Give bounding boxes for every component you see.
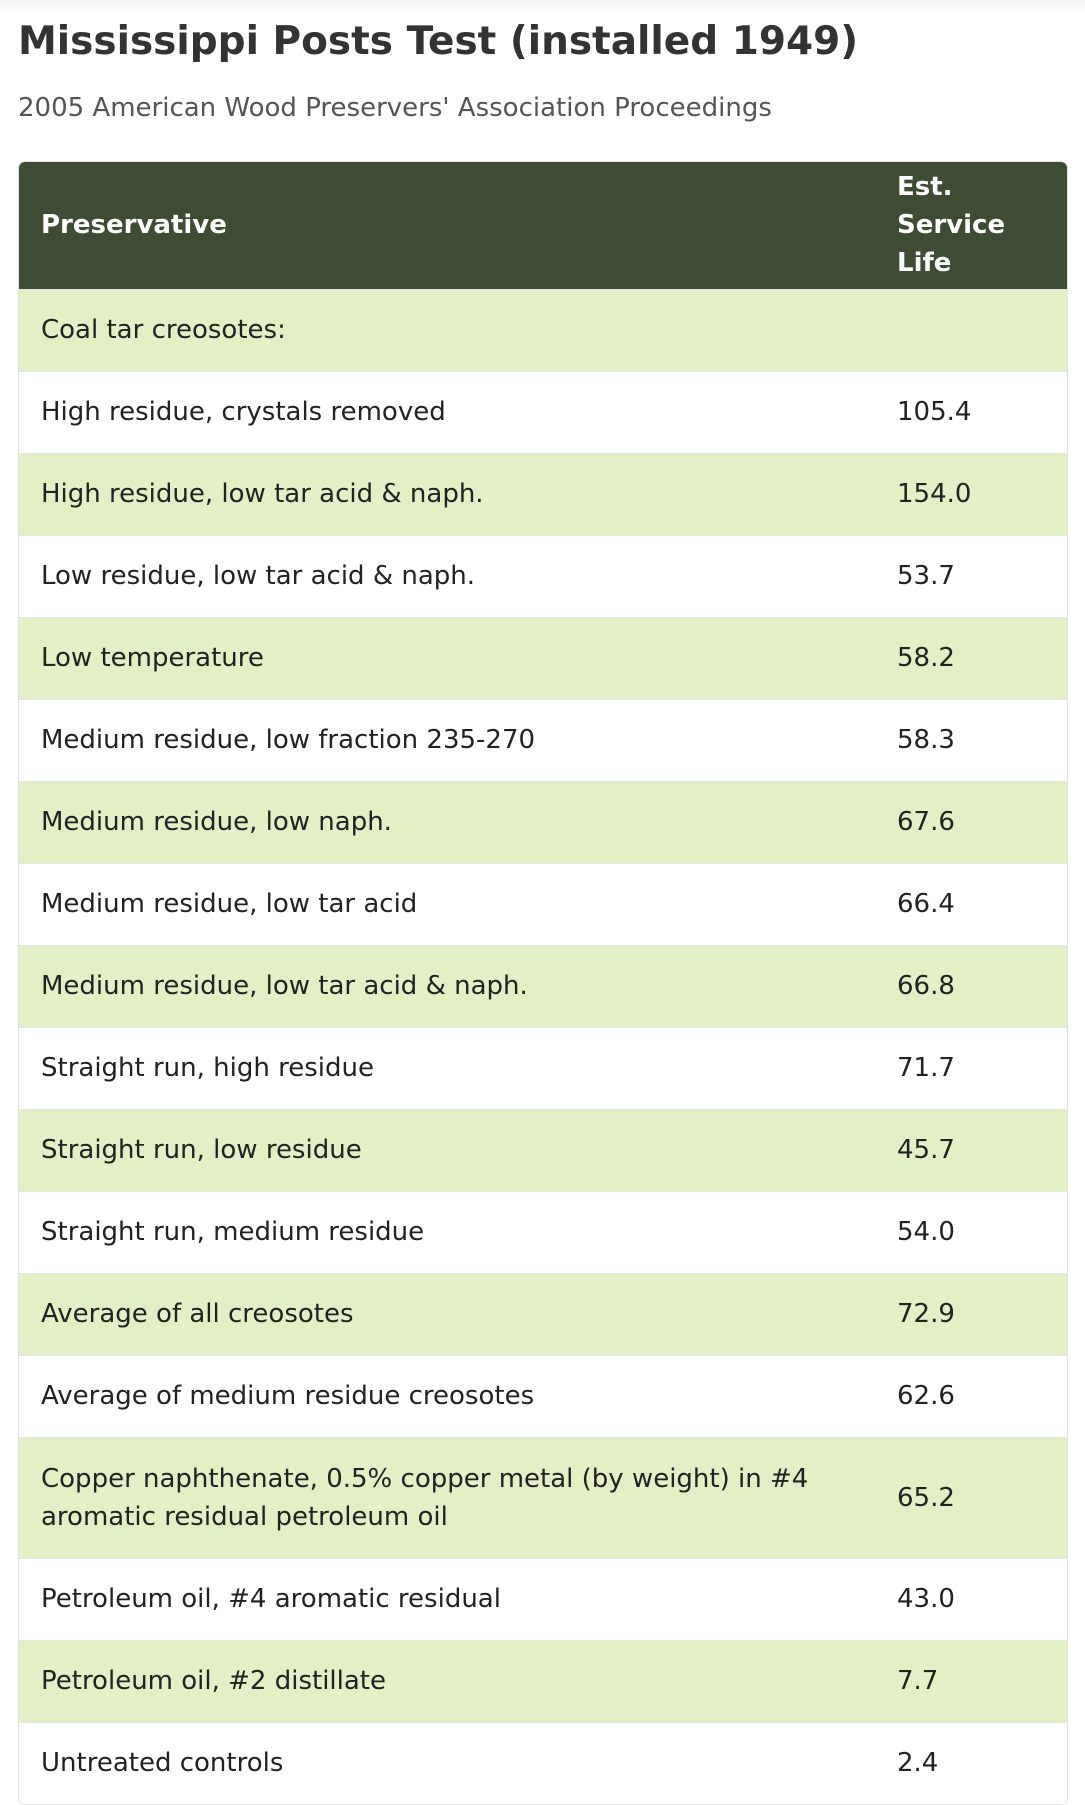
table-row: Average of all creosotes 72.9 — [19, 1272, 1067, 1355]
table-row: Medium residue, low fraction 235-270 58.3 — [19, 698, 1067, 781]
table-row: Straight run, medium residue 54.0 — [19, 1190, 1067, 1273]
preservative-cell: Medium residue, low naph. — [19, 780, 879, 863]
preservative-cell: Average of medium residue creosotes — [19, 1354, 879, 1437]
service-life-cell: 58.2 — [879, 616, 1067, 699]
table-row: Coal tar creosotes: — [19, 288, 1067, 371]
service-life-cell: 43.0 — [879, 1557, 1067, 1640]
preservative-cell: Medium residue, low fraction 235-270 — [19, 698, 879, 781]
column-header-service-life: Est. Service Life — [879, 162, 1067, 289]
service-life-cell: 53.7 — [879, 534, 1067, 617]
table-body: Coal tar creosotes: High residue, crystal… — [19, 288, 1067, 1804]
table-row: Straight run, high residue 71.7 — [19, 1026, 1067, 1109]
service-life-cell: 62.6 — [879, 1354, 1067, 1437]
preservative-cell: Straight run, low residue — [19, 1108, 879, 1191]
preservative-cell: Straight run, high residue — [19, 1026, 879, 1109]
service-life-cell: 66.4 — [879, 862, 1067, 945]
table-header: Preservative Est. Service Life — [19, 162, 1067, 289]
table-row: Copper naphthenate, 0.5% copper metal (b… — [19, 1436, 1067, 1558]
preservative-cell: Low residue, low tar acid & naph. — [19, 534, 879, 617]
service-life-cell: 66.8 — [879, 944, 1067, 1027]
service-life-cell — [879, 288, 1067, 371]
table-row: Medium residue, low tar acid 66.4 — [19, 862, 1067, 945]
service-life-cell: 7.7 — [879, 1639, 1067, 1722]
top-shadow-bar — [0, 0, 1085, 14]
service-life-cell: 154.0 — [879, 452, 1067, 535]
column-header-preservative: Preservative — [19, 162, 879, 289]
table-row: Average of medium residue creosotes 62.6 — [19, 1354, 1067, 1437]
table-row: Untreated controls 2.4 — [19, 1721, 1067, 1804]
table-row: Straight run, low residue 45.7 — [19, 1108, 1067, 1191]
table-row: Medium residue, low tar acid & naph. 66.8 — [19, 944, 1067, 1027]
table-row: Low temperature 58.2 — [19, 616, 1067, 699]
table-row: Low residue, low tar acid & naph. 53.7 — [19, 534, 1067, 617]
service-life-cell: 45.7 — [879, 1108, 1067, 1191]
service-life-table: Preservative Est. Service Life Coal tar … — [19, 162, 1067, 1804]
preservative-cell: High residue, low tar acid & naph. — [19, 452, 879, 535]
service-life-cell: 54.0 — [879, 1190, 1067, 1273]
preservative-cell: Untreated controls — [19, 1721, 879, 1804]
page-subtitle: 2005 American Wood Preservers' Associati… — [18, 93, 772, 123]
page-title: Mississippi Posts Test (installed 1949) — [18, 19, 859, 64]
service-life-cell: 2.4 — [879, 1721, 1067, 1804]
service-life-cell: 67.6 — [879, 780, 1067, 863]
service-life-cell: 72.9 — [879, 1272, 1067, 1355]
preservative-cell: Medium residue, low tar acid — [19, 862, 879, 945]
table-row: Medium residue, low naph. 67.6 — [19, 780, 1067, 863]
service-life-table-container: Preservative Est. Service Life Coal tar … — [18, 161, 1068, 1805]
service-life-cell: 71.7 — [879, 1026, 1067, 1109]
table-row: High residue, crystals removed 105.4 — [19, 370, 1067, 453]
preservative-cell: Petroleum oil, #4 aromatic residual — [19, 1557, 879, 1640]
table-row: Petroleum oil, #2 distillate 7.7 — [19, 1639, 1067, 1722]
preservative-cell: Straight run, medium residue — [19, 1190, 879, 1273]
preservative-cell: Low temperature — [19, 616, 879, 699]
preservative-cell: Average of all creosotes — [19, 1272, 879, 1355]
table-header-row: Preservative Est. Service Life — [19, 162, 1067, 289]
service-life-cell: 105.4 — [879, 370, 1067, 453]
preservative-cell: Medium residue, low tar acid & naph. — [19, 944, 879, 1027]
preservative-cell: Copper naphthenate, 0.5% copper metal (b… — [19, 1436, 879, 1558]
table-row: High residue, low tar acid & naph. 154.0 — [19, 452, 1067, 535]
service-life-cell: 65.2 — [879, 1436, 1067, 1558]
preservative-cell: High residue, crystals removed — [19, 370, 879, 453]
preservative-cell: Coal tar creosotes: — [19, 288, 879, 371]
table-row: Petroleum oil, #4 aromatic residual 43.0 — [19, 1557, 1067, 1640]
service-life-cell: 58.3 — [879, 698, 1067, 781]
preservative-cell: Petroleum oil, #2 distillate — [19, 1639, 879, 1722]
